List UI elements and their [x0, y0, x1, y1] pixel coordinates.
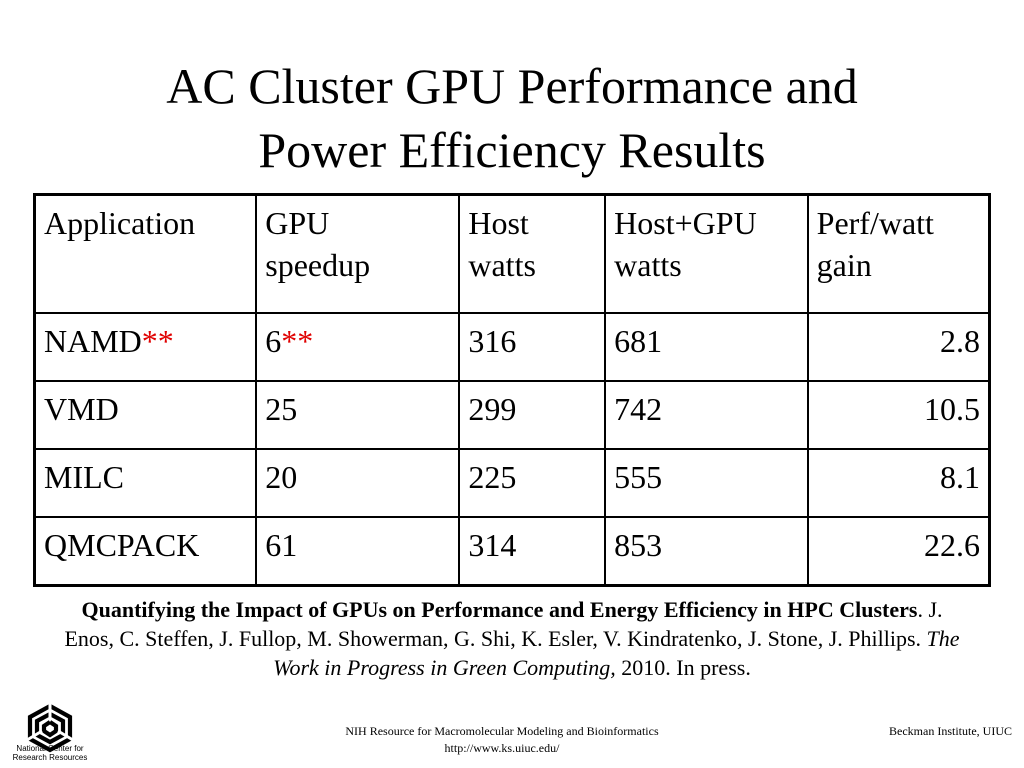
cell-host-gpu-watts: 742 [604, 380, 809, 450]
cell-application: NAMD** [33, 312, 258, 382]
citation: Quantifying the Impact of GPUs on Perfor… [60, 595, 964, 682]
ncrr-logo-icon [26, 702, 74, 753]
table-row: MILC 20 225 555 8.1 [33, 448, 991, 518]
results-table: Application GPU speedup Host watts Host+… [33, 193, 991, 587]
header-host-watts-line-1: Host [468, 205, 529, 241]
speedup-value: 6 [265, 323, 282, 359]
footer-institute: Beckman Institute, UIUC [889, 724, 1012, 738]
header-host-gpu-watts-line-1: Host+GPU [614, 205, 757, 241]
speedup-footnote-mark: ** [281, 323, 314, 359]
header-gpu-speedup-line-2: speedup [265, 247, 371, 283]
header-application: Application [33, 193, 258, 314]
header-host-gpu-watts-line-2: watts [614, 247, 682, 283]
table-row: QMCPACK 61 314 853 22.6 [33, 516, 991, 587]
citation-venue: The Work in Progress in Green Computing, [273, 626, 960, 680]
speedup-value: 61 [265, 527, 298, 563]
cell-host-watts: 299 [458, 380, 607, 450]
cell-gpu-speedup: 61 [255, 516, 461, 587]
application-name: NAMD [44, 323, 142, 359]
application-name: QMCPACK [44, 527, 200, 563]
footer-resource-name: NIH Resource for Macromolecular Modeling… [345, 724, 659, 738]
cell-host-gpu-watts: 681 [604, 312, 809, 382]
cell-gpu-speedup: 20 [255, 448, 461, 518]
header-application-line-1: Application [44, 205, 196, 241]
slide-title: AC Cluster GPU Performance and Power Eff… [0, 54, 1024, 182]
cell-host-gpu-watts: 853 [604, 516, 809, 587]
header-gpu-speedup-line-1: GPU [265, 205, 330, 241]
table-row: NAMD** 6** 316 681 2.8 [33, 312, 991, 382]
cell-host-watts: 316 [458, 312, 607, 382]
citation-status: 2010. In press. [615, 655, 751, 680]
cell-host-watts: 314 [458, 516, 607, 587]
cell-perf-watt-gain: 8.1 [806, 448, 991, 518]
cell-host-gpu-watts: 555 [604, 448, 809, 518]
header-perf-watt-gain-line-1: Perf/watt [816, 205, 934, 241]
cell-application: QMCPACK [33, 516, 258, 587]
citation-authors: . J. Enos, C. Steffen, J. Fullop, M. Sho… [64, 597, 943, 651]
cell-perf-watt-gain: 22.6 [806, 516, 991, 587]
table-header-row: Application GPU speedup Host watts Host+… [33, 193, 991, 314]
cell-application: VMD [33, 380, 258, 450]
header-host-watts-line-2: watts [468, 247, 536, 283]
cell-gpu-speedup: 6** [255, 312, 461, 382]
application-name: MILC [44, 459, 124, 495]
header-host-gpu-watts: Host+GPU watts [604, 193, 809, 314]
header-perf-watt-gain-line-2: gain [816, 247, 872, 283]
citation-paper-title: Quantifying the Impact of GPUs on Perfor… [81, 597, 918, 622]
footer-center: NIH Resource for Macromolecular Modeling… [262, 723, 742, 757]
slide-title-line-1: AC Cluster GPU Performance and [166, 58, 858, 114]
footer-url: http://www.ks.uiuc.edu/ [444, 741, 560, 755]
cell-gpu-speedup: 25 [255, 380, 461, 450]
cell-perf-watt-gain: 2.8 [806, 312, 991, 382]
slide-title-line-2: Power Efficiency Results [258, 122, 766, 178]
cell-host-watts: 225 [458, 448, 607, 518]
table-row: VMD 25 299 742 10.5 [33, 380, 991, 450]
ncrr-logo-caption: National Center for Research Resources [12, 744, 88, 762]
speedup-value: 20 [265, 459, 298, 495]
application-name: VMD [44, 391, 119, 427]
application-footnote-mark: ** [141, 323, 174, 359]
cell-application: MILC [33, 448, 258, 518]
cell-perf-watt-gain: 10.5 [806, 380, 991, 450]
header-gpu-speedup: GPU speedup [255, 193, 461, 314]
header-host-watts: Host watts [458, 193, 607, 314]
header-perf-watt-gain: Perf/watt gain [806, 193, 991, 314]
speedup-value: 25 [265, 391, 298, 427]
